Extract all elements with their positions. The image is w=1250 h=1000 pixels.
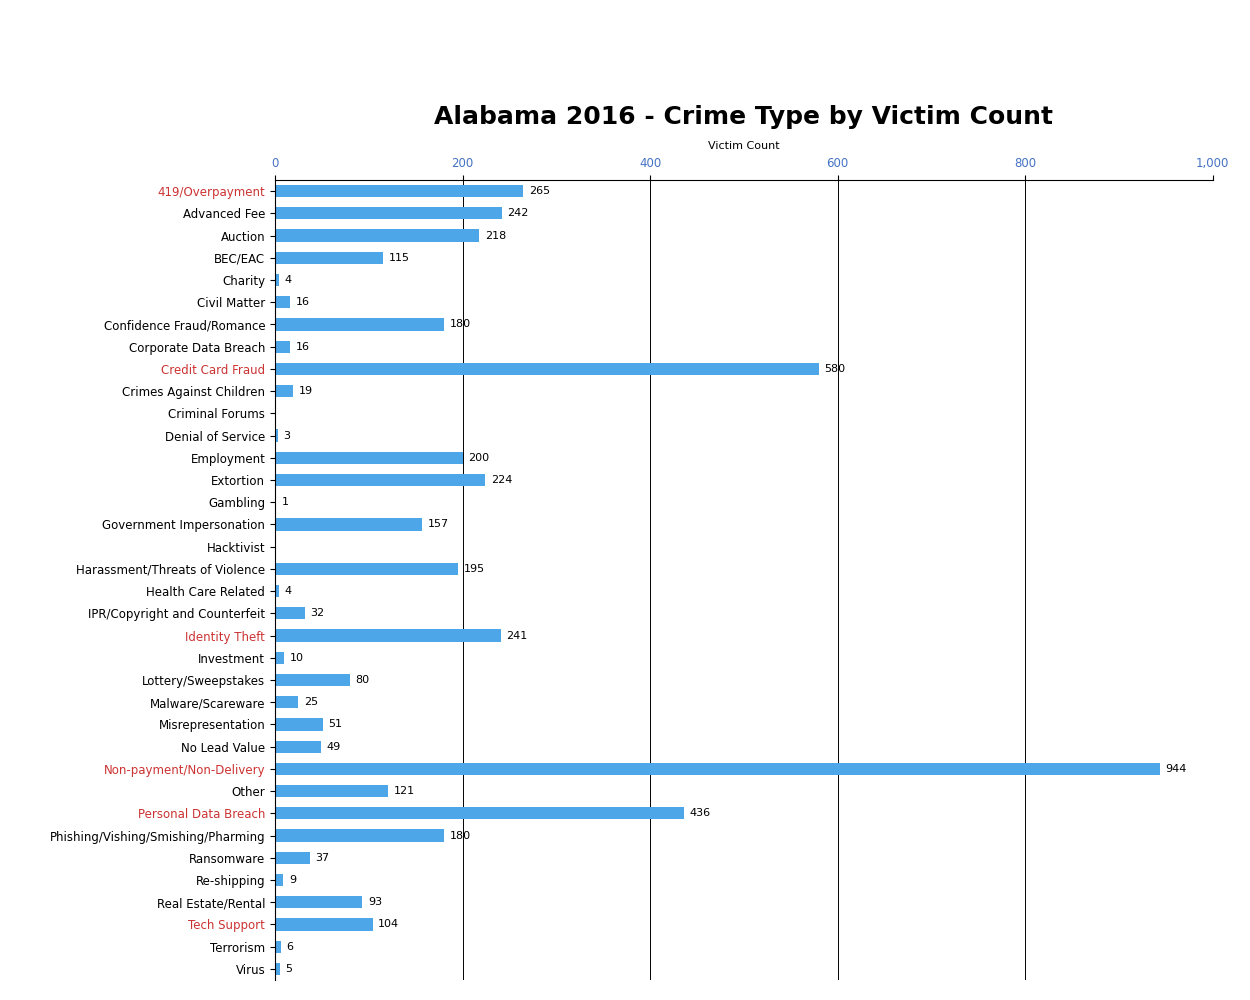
Text: 115: 115 (389, 253, 410, 263)
Text: 180: 180 (450, 831, 470, 841)
Bar (275, 518, 422, 531)
Text: 4: 4 (285, 586, 291, 596)
X-axis label: Victim Count: Victim Count (707, 141, 780, 151)
Text: 436: 436 (690, 808, 710, 818)
Bar (275, 229, 480, 242)
Text: 157: 157 (428, 519, 449, 529)
Bar (275, 918, 372, 931)
Text: 200: 200 (468, 453, 489, 463)
Bar (275, 674, 350, 686)
Text: 104: 104 (378, 919, 399, 929)
Bar (275, 474, 485, 486)
Bar (275, 785, 389, 797)
Bar (275, 452, 462, 464)
Text: 49: 49 (326, 742, 341, 752)
Text: 241: 241 (506, 631, 528, 641)
Text: 93: 93 (368, 897, 382, 907)
Bar (275, 607, 305, 619)
Bar (275, 274, 279, 286)
Text: 80: 80 (356, 675, 370, 685)
Title: Alabama 2016 - Crime Type by Victim Count: Alabama 2016 - Crime Type by Victim Coun… (434, 105, 1054, 129)
Text: 9: 9 (289, 875, 296, 885)
Bar (275, 874, 284, 886)
Text: 224: 224 (490, 475, 512, 485)
Text: 16: 16 (296, 297, 310, 307)
Bar (275, 252, 382, 264)
Text: 10: 10 (290, 653, 304, 663)
Text: 944: 944 (1165, 764, 1187, 774)
Bar (275, 718, 322, 731)
Text: 4: 4 (285, 275, 291, 285)
Bar (275, 563, 458, 575)
Bar (275, 207, 502, 219)
Bar (275, 341, 290, 353)
Text: 580: 580 (825, 364, 845, 374)
Text: 51: 51 (329, 719, 342, 729)
Bar (275, 941, 280, 953)
Text: 25: 25 (304, 697, 319, 707)
Text: 6: 6 (286, 942, 294, 952)
Text: 19: 19 (299, 386, 312, 396)
Text: 265: 265 (529, 186, 550, 196)
Bar (275, 896, 362, 908)
Bar (275, 807, 684, 819)
Bar (275, 185, 524, 197)
Bar (275, 296, 290, 308)
Bar (275, 829, 444, 842)
Text: 242: 242 (508, 208, 529, 218)
Text: 218: 218 (485, 231, 506, 241)
Text: 5: 5 (285, 964, 292, 974)
Bar (275, 741, 321, 753)
Text: 121: 121 (394, 786, 415, 796)
Bar (275, 429, 278, 442)
Text: 16: 16 (296, 342, 310, 352)
Text: 195: 195 (464, 564, 485, 574)
Bar (275, 385, 292, 397)
Bar (275, 852, 310, 864)
Text: 32: 32 (310, 608, 325, 618)
Bar (275, 696, 299, 708)
Bar (275, 963, 280, 975)
Bar (275, 652, 285, 664)
Bar (275, 763, 1160, 775)
Text: 180: 180 (450, 319, 470, 329)
Bar (275, 585, 279, 597)
Text: 37: 37 (315, 853, 330, 863)
Text: 3: 3 (284, 431, 290, 441)
Text: 1: 1 (281, 497, 289, 507)
Bar (275, 318, 444, 331)
Bar (275, 363, 819, 375)
Bar (275, 629, 501, 642)
